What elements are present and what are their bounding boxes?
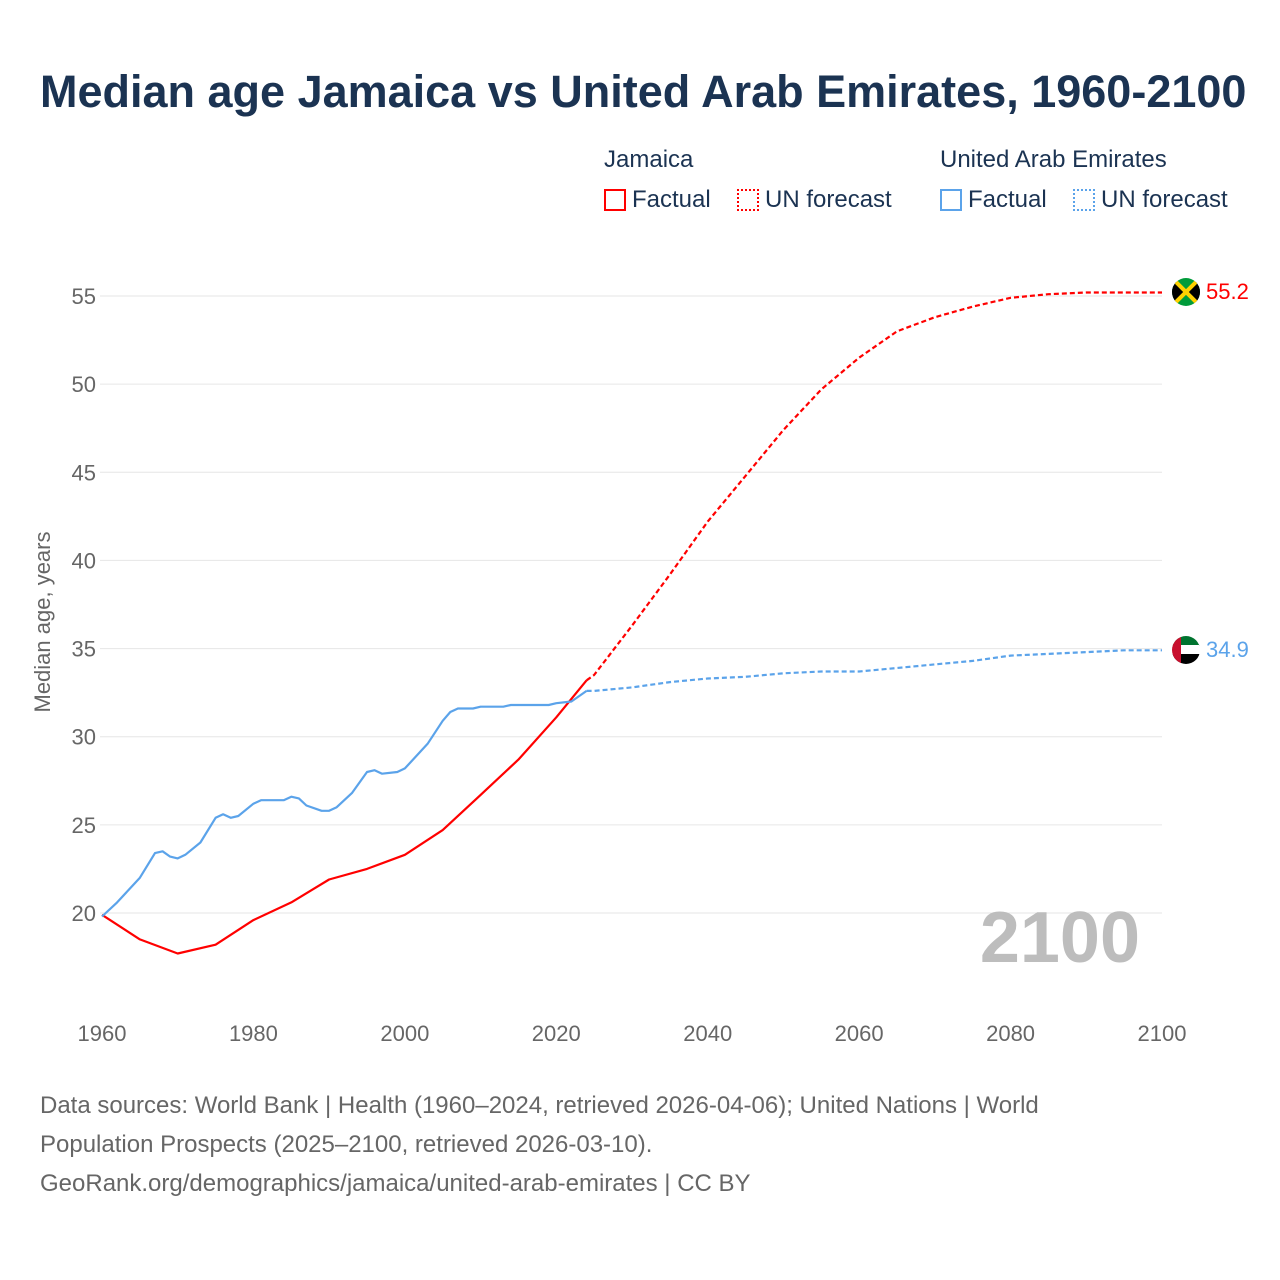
x-tick-label: 2020 bbox=[532, 1021, 581, 1046]
x-tick-label: 1960 bbox=[78, 1021, 127, 1046]
legend-uae-factual[interactable]: Factual bbox=[940, 186, 1047, 214]
x-tick-label: 2100 bbox=[1138, 1021, 1187, 1046]
y-tick-label: 40 bbox=[72, 548, 96, 573]
x-tick-label: 2040 bbox=[683, 1021, 732, 1046]
legend-swatch bbox=[1073, 189, 1095, 211]
uae-flag-icon bbox=[1172, 636, 1200, 664]
x-tick-label: 2060 bbox=[835, 1021, 884, 1046]
jamaica-end-label: 55.2 bbox=[1206, 279, 1249, 304]
legend-label: UN forecast bbox=[1101, 186, 1228, 213]
series-line-jamaica-factual bbox=[101, 679, 588, 955]
y-axis-label: Median age, years bbox=[30, 532, 55, 713]
legend-swatch bbox=[737, 189, 759, 211]
x-tick-label: 2000 bbox=[380, 1021, 429, 1046]
footer-link[interactable]: GeoRank.org/demographics/jamaica/united-… bbox=[40, 1170, 751, 1197]
legend-group-jamaica: Jamaica bbox=[604, 146, 694, 173]
y-tick-label: 30 bbox=[72, 725, 96, 750]
legend-jamaica-factual[interactable]: Factual bbox=[604, 186, 711, 214]
uae-end-label: 34.9 bbox=[1206, 637, 1249, 662]
jamaica-flag-icon bbox=[1172, 278, 1200, 306]
x-tick-label: 1980 bbox=[229, 1021, 278, 1046]
footer-sources-cont: Population Prospects (2025–2100, retriev… bbox=[40, 1131, 653, 1158]
series-line-united-arab-emirates-factual bbox=[101, 689, 588, 918]
year-watermark: 2100 bbox=[980, 898, 1140, 978]
y-tick-label: 35 bbox=[72, 637, 96, 662]
series-line-united-arab-emirates-un-forecast bbox=[586, 649, 1162, 693]
legend-group-uae: United Arab Emirates bbox=[940, 146, 1167, 173]
footer: Data sources: World Bank | Health (1960–… bbox=[40, 1086, 1240, 1203]
legend-label: Factual bbox=[968, 186, 1047, 213]
y-tick-label: 50 bbox=[72, 372, 96, 397]
chart-title: Median age Jamaica vs United Arab Emirat… bbox=[40, 66, 1247, 117]
y-tick-label: 45 bbox=[72, 460, 96, 485]
footer-sources: Data sources: World Bank | Health (1960–… bbox=[40, 1092, 1039, 1119]
y-tick-label: 25 bbox=[72, 813, 96, 838]
legend-label: Factual bbox=[632, 186, 711, 213]
legend-uae-forecast[interactable]: UN forecast bbox=[1073, 186, 1228, 214]
legend-swatch bbox=[940, 189, 962, 211]
x-tick-label: 2080 bbox=[986, 1021, 1035, 1046]
y-tick-label: 20 bbox=[72, 901, 96, 926]
y-tick-label: 55 bbox=[72, 284, 96, 309]
legend-swatch bbox=[604, 189, 626, 211]
legend-label: UN forecast bbox=[765, 186, 892, 213]
legend-jamaica-forecast[interactable]: UN forecast bbox=[737, 186, 892, 214]
series-line-jamaica-un-forecast bbox=[585, 291, 1162, 682]
